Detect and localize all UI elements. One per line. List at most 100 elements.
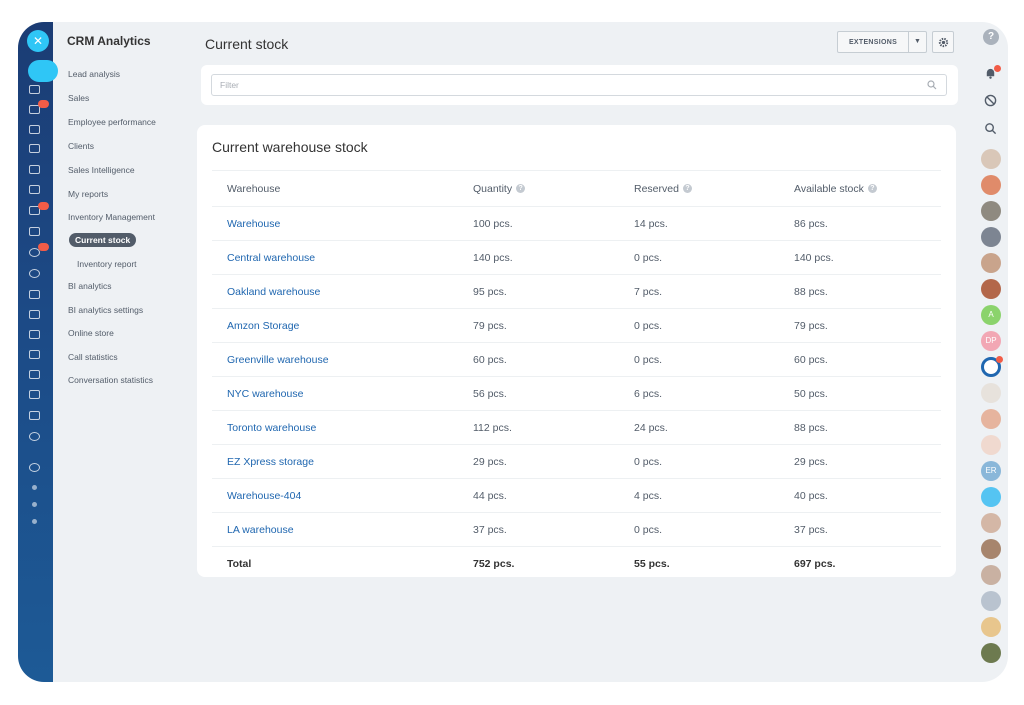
avatar[interactable] <box>981 149 1001 169</box>
sidebar-item-clients[interactable]: Clients <box>68 141 94 151</box>
sites-icon[interactable] <box>29 269 40 278</box>
column-header-available[interactable]: Available stock? <box>794 170 941 207</box>
filter-icon[interactable] <box>29 248 40 257</box>
tasks-icon[interactable] <box>29 206 40 215</box>
documents-icon[interactable] <box>29 144 40 153</box>
sitemap-icon[interactable] <box>32 485 37 490</box>
sidebar-item-sales[interactable]: Sales <box>68 93 90 103</box>
avatar[interactable] <box>981 201 1001 221</box>
warehouse-link[interactable]: NYC warehouse <box>227 387 304 400</box>
avatar[interactable] <box>981 643 1001 663</box>
warehouse-link[interactable]: Amzon Storage <box>227 319 300 332</box>
bell-icon[interactable] <box>984 67 997 80</box>
sidebar-item-sales-intelligence[interactable]: Sales Intelligence <box>68 165 135 175</box>
company-icon[interactable] <box>29 390 40 399</box>
avatar[interactable]: ER <box>981 461 1001 481</box>
warehouse-link[interactable]: LA warehouse <box>227 523 294 536</box>
help-icon[interactable]: ? <box>682 184 692 194</box>
groups-icon[interactable] <box>29 165 40 174</box>
add-icon[interactable] <box>32 519 37 524</box>
search-icon[interactable] <box>984 122 997 135</box>
automation-icon[interactable] <box>29 330 40 339</box>
tasks-badge-icon <box>38 202 49 210</box>
avatar[interactable] <box>981 409 1001 429</box>
do-not-disturb-icon[interactable] <box>984 94 997 107</box>
column-header-quantity[interactable]: Quantity? <box>473 170 634 207</box>
avatar[interactable] <box>981 513 1001 533</box>
reserved-cell: 0 pcs. <box>634 240 794 275</box>
signature-icon[interactable] <box>29 411 40 420</box>
chat-avatar[interactable] <box>981 357 1001 377</box>
warehouse-link[interactable]: Toronto warehouse <box>227 421 317 434</box>
help-icon[interactable] <box>29 463 40 472</box>
table-row: Warehouse-404 44 pcs. 4 pcs. 40 pcs. <box>212 478 941 513</box>
filter-input[interactable] <box>212 75 912 95</box>
total-quantity: 752 pcs. <box>473 557 515 570</box>
avatar[interactable]: A <box>981 305 1001 325</box>
sidebar-item-bi-analytics-settings[interactable]: BI analytics settings <box>68 305 144 315</box>
table-row: Toronto warehouse 112 pcs. 24 pcs. 88 pc… <box>212 410 941 445</box>
table-row: Oakland warehouse 95 pcs. 7 pcs. 88 pcs. <box>212 274 941 309</box>
warehouse-link[interactable]: Central warehouse <box>227 251 316 264</box>
sidebar-item-call-statistics[interactable]: Call statistics <box>68 352 118 362</box>
table-row: Greenville warehouse 60 pcs. 0 pcs. 60 p… <box>212 342 941 377</box>
filter-field[interactable] <box>211 74 947 96</box>
settings-button[interactable] <box>932 31 954 53</box>
help-icon[interactable]: ? <box>867 184 877 194</box>
avatar[interactable] <box>981 279 1001 299</box>
avatar[interactable] <box>981 617 1001 637</box>
sidebar-item-employee-performance[interactable]: Employee performance <box>68 117 156 127</box>
avatar[interactable] <box>981 435 1001 455</box>
warehouse-link[interactable]: Oakland warehouse <box>227 285 321 298</box>
table-row: Central warehouse 140 pcs. 0 pcs. 140 pc… <box>212 240 941 275</box>
avatar[interactable] <box>981 175 1001 195</box>
chat-icon[interactable] <box>29 105 40 114</box>
contact-center-icon[interactable] <box>29 290 40 299</box>
column-label: Available stock <box>794 182 864 195</box>
help-icon[interactable]: ? <box>516 184 526 194</box>
sidebar-item-lead-analysis[interactable]: Lead analysis <box>68 69 120 79</box>
chevron-down-icon[interactable]: ▼ <box>908 32 926 52</box>
config-icon[interactable] <box>32 502 37 507</box>
column-header-reserved[interactable]: Reserved? <box>634 170 794 207</box>
feed-icon[interactable] <box>29 85 40 94</box>
warehouse-cell: Toronto warehouse <box>212 410 473 445</box>
help-icon[interactable]: ? <box>983 29 999 45</box>
sidebar-item-inventory-management[interactable]: Inventory Management <box>68 212 155 222</box>
avatar[interactable] <box>981 383 1001 403</box>
sidebar-item-inventory-report[interactable]: Inventory report <box>77 259 137 269</box>
sidebar-item-bi-analytics[interactable]: BI analytics <box>68 281 112 291</box>
calendar-icon[interactable] <box>29 125 40 134</box>
sidebar-item-my-reports[interactable]: My reports <box>68 189 109 199</box>
extensions-button[interactable]: EXTENSIONS ▼ <box>837 31 927 53</box>
avatar[interactable] <box>981 253 1001 273</box>
avatar[interactable] <box>981 565 1001 585</box>
crm-icon[interactable] <box>29 227 40 236</box>
avatar[interactable] <box>981 227 1001 247</box>
menu-toggle[interactable] <box>28 60 58 82</box>
warehouse-link[interactable]: Warehouse-404 <box>227 489 302 502</box>
transfer-icon[interactable] <box>29 350 40 359</box>
quantity-cell: 29 pcs. <box>473 444 634 479</box>
sidebar-item-conversation-statistics[interactable]: Conversation statistics <box>68 375 154 385</box>
stock-table: Warehouse Quantity? Reserved? Available … <box>212 170 941 581</box>
warehouse-link[interactable]: EZ Xpress storage <box>227 455 314 468</box>
avatar[interactable] <box>981 539 1001 559</box>
sidebar-brand: CRM Analytics <box>67 34 151 48</box>
group-avatar[interactable] <box>981 487 1001 507</box>
sidebar-item-current-stock[interactable]: Current stock <box>69 233 137 247</box>
available-cell: 60 pcs. <box>794 342 941 377</box>
available-cell: 37 pcs. <box>794 512 941 547</box>
sidebar-item-online-store[interactable]: Online store <box>68 328 114 338</box>
search-icon[interactable] <box>927 80 937 90</box>
avatar[interactable]: DP <box>981 331 1001 351</box>
close-icon[interactable]: ✕ <box>27 30 49 52</box>
settings-icon[interactable] <box>29 432 40 441</box>
avatar[interactable] <box>981 591 1001 611</box>
warehouse-link[interactable]: Warehouse <box>227 217 281 230</box>
mail-icon[interactable] <box>29 185 40 194</box>
store-icon[interactable] <box>29 310 40 319</box>
column-header-warehouse[interactable]: Warehouse <box>212 170 473 207</box>
warehouse-link[interactable]: Greenville warehouse <box>227 353 329 366</box>
cart-icon[interactable] <box>29 370 40 379</box>
